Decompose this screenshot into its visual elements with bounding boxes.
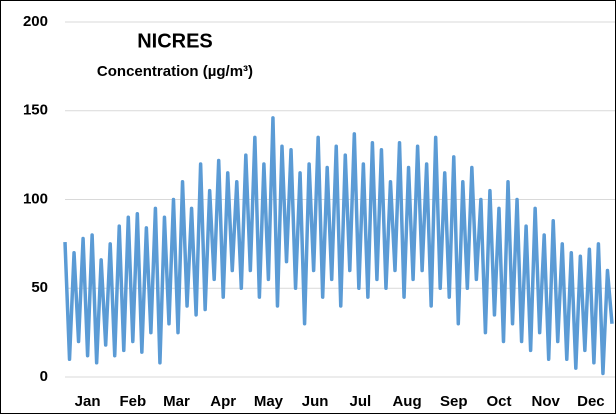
x-tick-label: Dec	[577, 393, 605, 410]
y-tick-label: 150	[23, 102, 48, 119]
x-tick-label: Apr	[210, 393, 236, 410]
x-tick-label: Feb	[119, 393, 146, 410]
x-tick-label: Oct	[486, 393, 511, 410]
chart-title: NICRES	[137, 30, 213, 52]
y-tick-label: 100	[23, 190, 48, 207]
chart-subtitle: Concentration (µg/m³)	[97, 63, 253, 80]
y-tick-label: 0	[40, 368, 48, 385]
x-tick-label: Jul	[349, 393, 371, 410]
x-tick-label: Nov	[532, 393, 561, 410]
data-line	[63, 116, 614, 376]
x-tick-label: Mar	[163, 393, 190, 410]
x-tick-label: Aug	[392, 393, 421, 410]
x-tick-label: May	[254, 393, 284, 410]
y-tick-label: 200	[23, 13, 48, 30]
x-tick-label: Jan	[75, 393, 101, 410]
y-tick-label: 50	[31, 279, 48, 296]
plot	[63, 116, 614, 376]
x-tick-label: Jun	[302, 393, 329, 410]
x-tick-label: Sep	[440, 393, 468, 410]
